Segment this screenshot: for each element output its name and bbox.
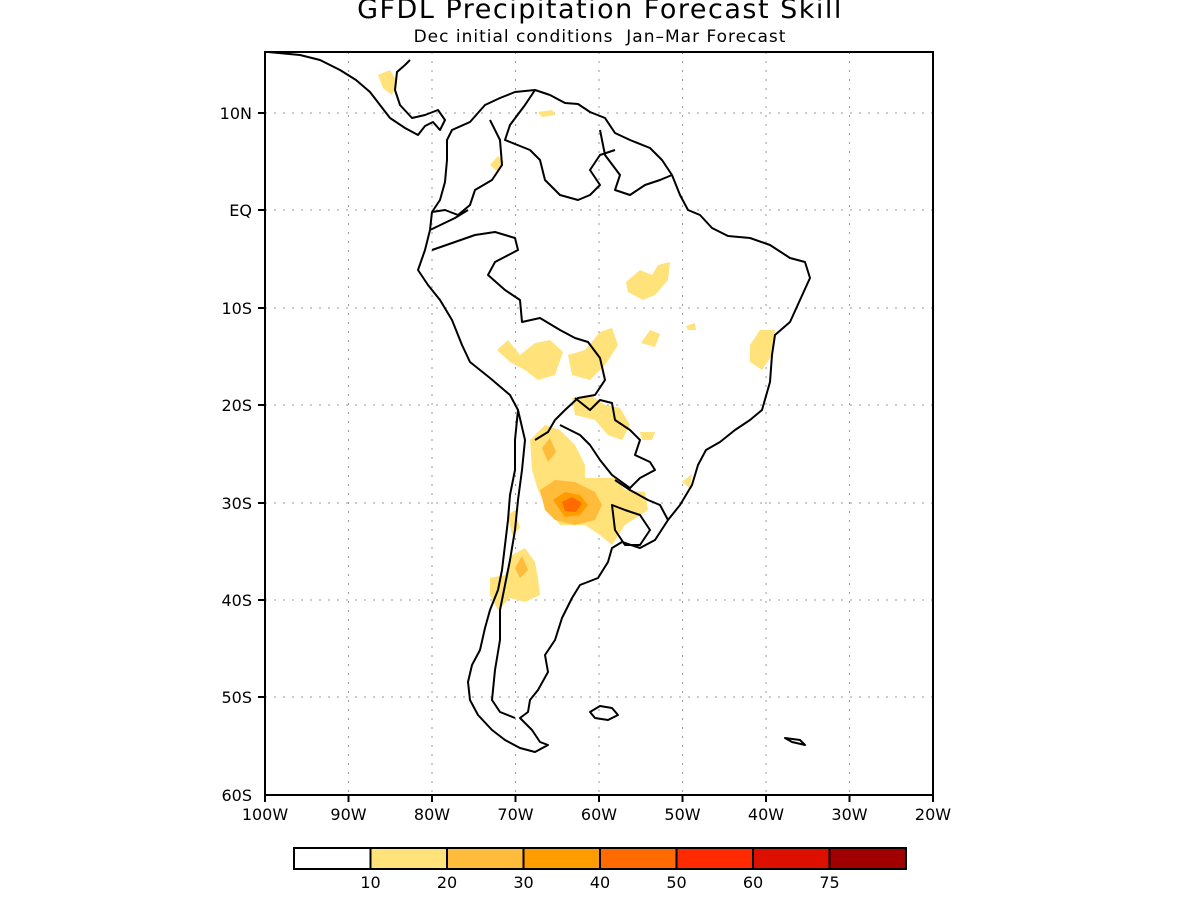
skill-region-paraguay-east: [640, 432, 655, 440]
border-guianas: [599, 129, 673, 196]
skill-region-patagonia: [490, 548, 540, 610]
border-argentina-chile: [491, 409, 526, 719]
skill-region-brazil-small-2: [686, 323, 696, 330]
colorbar-swatch: [293, 847, 372, 870]
colorbar-label: 30: [513, 873, 533, 892]
lat-label: 30S: [221, 494, 252, 513]
lon-label: 80W: [414, 805, 450, 824]
coastline-south-america: [417, 89, 811, 753]
skill-region-argentina-hotspot: [562, 497, 582, 512]
colorbar-label: 50: [666, 873, 686, 892]
colorbar-label: 40: [590, 873, 610, 892]
skill-region-patagonia-core: [515, 556, 528, 578]
border-paraguay: [559, 397, 656, 489]
lon-label: 90W: [330, 805, 366, 824]
coastline-falklands: [589, 705, 619, 721]
map-subtitle: Dec initial conditions Jan–Mar Forecast: [413, 27, 787, 47]
lon-label: 70W: [497, 805, 533, 824]
colorbar-swatch: [369, 847, 448, 870]
skill-region-mato-grosso: [568, 328, 618, 380]
skill-region-brazil-north: [490, 156, 504, 172]
lat-label: 50S: [221, 688, 252, 707]
skill-region-venezuela-coast: [538, 110, 556, 117]
skill-region-brazil-central: [626, 262, 670, 300]
lat-label: 60S: [221, 786, 252, 805]
skill-region-brazil-bahia: [750, 330, 775, 370]
colorbar-label: 75: [819, 873, 839, 892]
lon-label: 100W: [242, 805, 289, 824]
lon-label: 30W: [831, 805, 867, 824]
lon-label: 60W: [581, 805, 617, 824]
colorbar-swatch: [522, 847, 601, 870]
coastline-central-america: [267, 51, 446, 136]
skill-region-argentina-north-core: [542, 438, 556, 462]
border-uruguay: [611, 504, 651, 546]
longitude-labels: 100W 90W 80W 70W 60W 50W 40W 30W 20W: [242, 805, 951, 824]
colorbar-swatch: [599, 847, 678, 870]
lat-label: 40S: [221, 591, 252, 610]
latitude-labels: 10N EQ 10S 20S 30S 40S 50S 60S: [220, 104, 252, 805]
skill-region-brazil-south-coast: [682, 474, 692, 488]
lon-label: 50W: [664, 805, 700, 824]
colorbar-label: 60: [743, 873, 763, 892]
border-argentina-brazil: [614, 479, 669, 521]
lat-label: 10N: [220, 104, 252, 123]
skill-region-chile-central: [508, 510, 520, 535]
coastline-south-georgia: [784, 737, 806, 746]
map-title: GFDL Precipitation Forecast Skill: [357, 0, 843, 25]
colorbar-swatch: [828, 847, 907, 870]
colorbar-label: 20: [437, 873, 457, 892]
border-colombia: [431, 119, 503, 216]
border-peru-brazil: [431, 231, 606, 441]
lon-label: 20W: [915, 805, 951, 824]
skill-region-bolivia: [497, 340, 563, 380]
border-venezuela: [504, 89, 616, 201]
lat-label: 10S: [221, 299, 252, 318]
border-ecuador: [429, 209, 469, 231]
skill-region-brazil-small-1: [641, 330, 660, 347]
lat-label: 20S: [221, 396, 252, 415]
lat-label: EQ: [229, 201, 252, 220]
colorbar-swatch: [675, 847, 754, 870]
lon-label: 40W: [748, 805, 784, 824]
colorbar-swatch: [446, 847, 525, 870]
colorbar-swatch: [752, 847, 831, 870]
colorbar: 10 20 30 40 50 60 75: [293, 847, 907, 892]
skill-region-central-america: [378, 70, 397, 95]
colorbar-label: 10: [360, 873, 380, 892]
